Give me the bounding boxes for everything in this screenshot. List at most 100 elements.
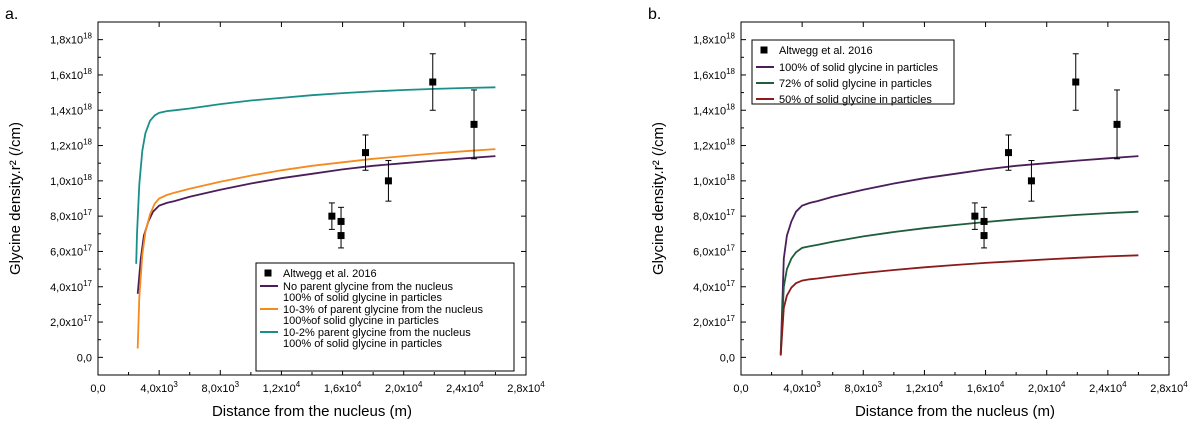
- y-tick-label: 1,6x1018: [693, 67, 735, 82]
- x-tick-exp: 4: [540, 380, 545, 389]
- y-tick-label: 1,2x1018: [50, 138, 92, 153]
- x-tick-exp: 3: [878, 380, 883, 389]
- series-line-3: [779, 254, 1139, 356]
- y-tick-exp: 17: [726, 208, 735, 217]
- y-tick-label: 0,0: [720, 352, 735, 364]
- series-line-2: [779, 210, 1139, 355]
- y-tick-base: 1,4x10: [50, 105, 83, 117]
- y-tick-base: 6,0x10: [50, 246, 83, 258]
- data-point: [1113, 120, 1121, 128]
- data-point: [429, 78, 437, 86]
- y-tick-exp: 18: [83, 102, 92, 111]
- legend-label: 72% of solid glycine in particles: [779, 78, 932, 90]
- y-tick-label: 2,0x1017: [50, 314, 92, 329]
- x-tick-label: 0,0: [90, 383, 105, 395]
- x-tick-base: 4,0x10: [783, 383, 816, 395]
- y-tick-label: 6,0x1017: [50, 243, 92, 258]
- panel-b: b.0,0 4,0x103 8,0x103 1,2x104 1,6x104 2,0x104…: [648, 6, 1188, 420]
- x-tick-label: 1,2x104: [906, 380, 944, 395]
- y-tick-exp: 17: [83, 279, 92, 288]
- y-tick-base: 1,2x10: [693, 141, 726, 153]
- x-tick-base: 1,6x10: [324, 383, 357, 395]
- legend-label: 10-2% parent glycine from the nucleus: [283, 327, 471, 339]
- y-tick-label: 6,0x1017: [693, 243, 735, 258]
- legend: Altwegg et al. 2016 100% of solid glycine…: [751, 39, 955, 106]
- y-tick-exp: 17: [726, 279, 735, 288]
- x-axis-label: Distance from the nucleus (m): [855, 403, 1055, 420]
- x-tick-label: 2,4x104: [1089, 380, 1127, 395]
- y-tick-base: 4,0x10: [693, 282, 726, 294]
- y-tick-label: 0,0: [77, 352, 92, 364]
- x-tick-exp: 4: [1183, 380, 1188, 389]
- x-tick-exp: 3: [816, 380, 821, 389]
- x-tick-exp: 4: [1122, 380, 1127, 389]
- y-tick-base: 1,6x10: [693, 70, 726, 82]
- y-tick-label: 1,0x1018: [693, 173, 735, 188]
- data-point: [980, 232, 988, 240]
- y-tick-exp: 18: [726, 67, 735, 76]
- x-tick-label: 2,4x104: [446, 380, 484, 395]
- x-tick-base: 0,0: [733, 383, 748, 395]
- x-tick-exp: 4: [418, 380, 423, 389]
- y-tick-exp: 18: [83, 173, 92, 182]
- x-tick-exp: 3: [173, 380, 178, 389]
- x-tick-label: 0,0: [733, 383, 748, 395]
- legend-label: 100% of solid glycine in particles: [283, 338, 442, 350]
- legend-label: 50% of solid glycine in particles: [779, 94, 932, 106]
- y-tick-exp: 18: [726, 32, 735, 41]
- y-tick-label: 1,4x1018: [50, 102, 92, 117]
- x-tick-base: 2,8x10: [1150, 383, 1183, 395]
- y-tick-base: 2,0x10: [693, 317, 726, 329]
- x-tick-base: 8,0x10: [202, 383, 235, 395]
- x-tick-label: 2,0x104: [385, 380, 423, 395]
- series-line-2: [136, 148, 496, 349]
- x-tick-label: 4,0x103: [140, 380, 178, 395]
- y-tick-label: 8,0x1017: [693, 208, 735, 223]
- y-tick-base: 1,2x10: [50, 141, 83, 153]
- legend-label: Altwegg et al. 2016: [779, 45, 873, 57]
- data-point: [337, 217, 345, 225]
- x-tick-exp: 4: [1000, 380, 1005, 389]
- y-tick-exp: 17: [83, 243, 92, 252]
- x-tick-base: 1,6x10: [967, 383, 1000, 395]
- y-tick-base: 1,6x10: [50, 70, 83, 82]
- legend-label: 100%of solid glycine in particles: [283, 315, 439, 327]
- data-point: [1072, 78, 1080, 86]
- x-tick-base: 2,8x10: [507, 383, 540, 395]
- y-tick-exp: 17: [726, 314, 735, 323]
- y-tick-base: 1,0x10: [693, 176, 726, 188]
- x-tick-base: 0,0: [90, 383, 105, 395]
- series-line-3: [135, 86, 496, 264]
- y-tick-exp: 18: [726, 102, 735, 111]
- x-tick-label: 1,6x104: [967, 380, 1005, 395]
- data-point: [362, 149, 369, 157]
- y-axis-label: Glycine density.r² (/cm): [7, 122, 24, 275]
- x-tick-exp: 4: [296, 380, 301, 389]
- legend-box: [751, 39, 955, 105]
- y-tick-label: 1,6x1018: [50, 67, 92, 82]
- y-tick-exp: 17: [83, 314, 92, 323]
- y-tick-exp: 18: [83, 138, 92, 147]
- data-point: [980, 217, 988, 225]
- y-tick-exp: 18: [726, 138, 735, 147]
- y-tick-label: 1,8x1018: [693, 32, 735, 47]
- data-point: [470, 120, 478, 128]
- y-tick-label: 4,0x1017: [693, 279, 735, 294]
- x-tick-base: 2,4x10: [446, 383, 479, 395]
- x-tick-label: 1,6x104: [324, 380, 362, 395]
- data-point: [1027, 177, 1035, 185]
- series-line-1: [779, 155, 1139, 354]
- y-tick-exp: 17: [83, 208, 92, 217]
- legend-marker-square: [760, 46, 768, 54]
- x-tick-base: 2,0x10: [1028, 383, 1061, 395]
- x-tick-exp: 3: [235, 380, 240, 389]
- y-tick-exp: 18: [83, 32, 92, 41]
- x-axis-label: Distance from the nucleus (m): [212, 403, 412, 420]
- x-tick-base: 1,2x10: [263, 383, 296, 395]
- data-point: [337, 232, 345, 240]
- y-tick-exp: 18: [726, 173, 735, 182]
- data-point: [1005, 149, 1012, 157]
- y-tick-base: 0,0: [720, 352, 735, 364]
